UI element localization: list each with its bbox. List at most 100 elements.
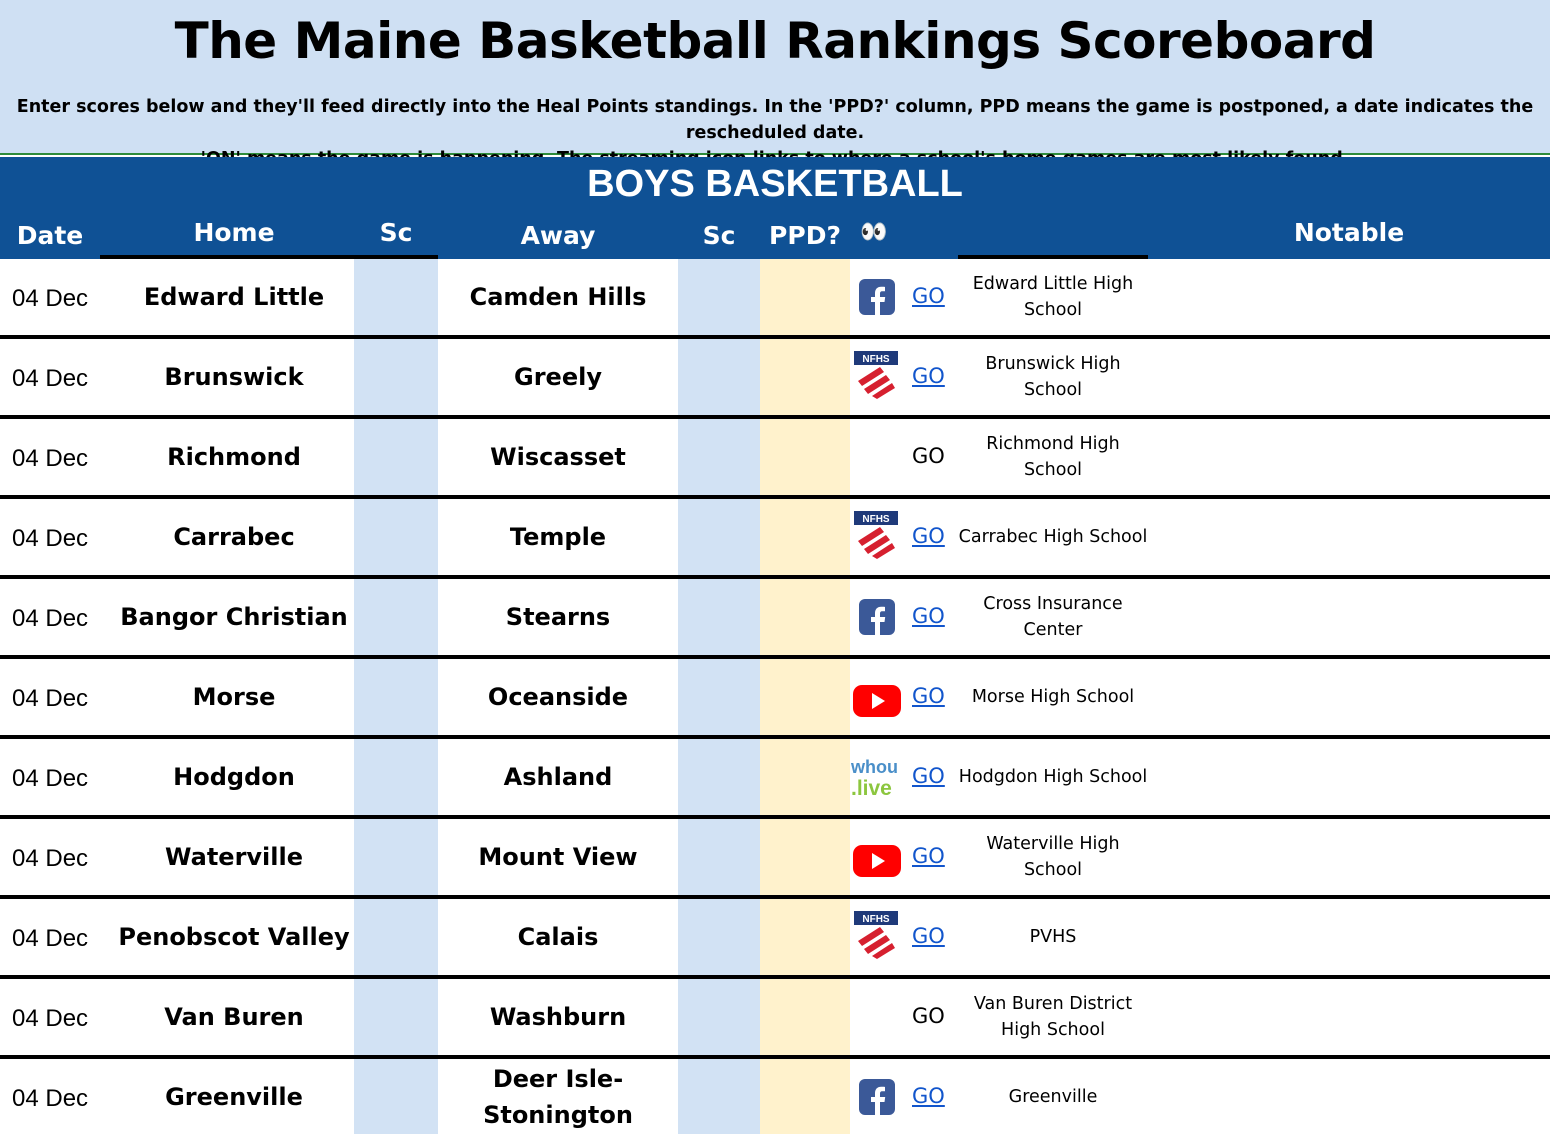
home-score-cell[interactable] [354, 499, 438, 579]
away-team: Temple [509, 523, 607, 551]
nfhs-icon[interactable]: NFHS [852, 509, 900, 563]
ppd-cell[interactable] [760, 499, 850, 579]
notable-cell[interactable] [1148, 339, 1550, 415]
ppd-cell[interactable] [760, 979, 850, 1059]
venue-name: Van Buren District High School [973, 994, 1133, 1040]
ppd-cell[interactable] [760, 339, 850, 419]
away-score-cell[interactable] [678, 739, 760, 819]
ppd-cell[interactable] [760, 579, 850, 659]
stream-go-link[interactable]: GO [912, 924, 945, 948]
home-score-cell[interactable] [354, 659, 438, 739]
stream-go-link[interactable]: GO [912, 844, 945, 868]
stream-go-link[interactable]: GO [912, 684, 945, 708]
stream-go-link[interactable]: GO [912, 604, 945, 628]
column-header-away-score[interactable]: Sc [702, 221, 736, 250]
notable-cell[interactable] [1148, 259, 1550, 335]
stream-go-link[interactable]: GO [912, 444, 945, 468]
stream-go-link[interactable]: GO [912, 524, 945, 548]
home-score-cell[interactable] [354, 979, 438, 1059]
away-score-cell[interactable] [678, 499, 760, 579]
home-score-cell[interactable] [354, 419, 438, 499]
game-date: 04 Dec [12, 365, 89, 392]
home-score-cell[interactable] [354, 739, 438, 819]
home-score-cell[interactable] [354, 899, 438, 979]
away-score-cell[interactable] [678, 979, 760, 1059]
svg-text:.live: .live [851, 777, 892, 799]
column-header-home[interactable]: Home [193, 218, 275, 247]
ppd-cell[interactable] [760, 739, 850, 819]
notable-cell[interactable] [1148, 899, 1550, 975]
row-divider [0, 335, 1550, 339]
youtube-icon[interactable] [853, 837, 901, 885]
ppd-cell[interactable] [760, 259, 850, 339]
notable-cell[interactable] [1148, 499, 1550, 575]
away-team: Calais [517, 923, 599, 951]
venue-name: Richmond High School [986, 434, 1120, 480]
ppd-cell[interactable] [760, 419, 850, 499]
page-header: The Maine Basketball Rankings Scoreboard… [0, 0, 1550, 169]
facebook-icon[interactable] [853, 593, 901, 641]
game-date: 04 Dec [12, 445, 89, 472]
notable-cell[interactable] [1148, 419, 1550, 495]
away-score-cell[interactable] [678, 899, 760, 979]
stream-go-link[interactable]: GO [912, 1084, 945, 1108]
home-score-cell[interactable] [354, 1059, 438, 1134]
svg-text:NFHS: NFHS [862, 354, 890, 365]
column-header-notable[interactable]: Notable [1293, 218, 1405, 247]
svg-text:whou: whou [851, 757, 898, 777]
notable-cell[interactable] [1148, 979, 1550, 1055]
ppd-cell[interactable] [760, 1059, 850, 1134]
table-row: 04 Dec Greenville Deer Isle-Stonington GO G… [0, 1059, 1550, 1134]
whoulive-icon[interactable]: whou .live [850, 755, 903, 803]
away-score-cell[interactable] [678, 819, 760, 899]
home-team: Brunswick [164, 363, 304, 391]
home-team: Morse [192, 683, 276, 711]
facebook-icon[interactable] [853, 1073, 901, 1121]
page-title: The Maine Basketball Rankings Scoreboard [174, 12, 1376, 70]
away-score-cell[interactable] [678, 259, 760, 339]
home-team: Greenville [165, 1083, 303, 1111]
svg-text:NFHS: NFHS [862, 914, 890, 925]
notable-cell[interactable] [1148, 1059, 1550, 1134]
table-row: 04 Dec Morse Oceanside GO Morse High School [0, 659, 1550, 739]
stream-go-link[interactable]: GO [912, 284, 945, 308]
away-score-cell[interactable] [678, 579, 760, 659]
stream-go-link[interactable]: GO [912, 364, 945, 388]
column-header-away[interactable]: Away [520, 221, 596, 250]
column-header-ppd[interactable]: PPD? [769, 221, 841, 250]
home-score-cell[interactable] [354, 819, 438, 899]
facebook-icon[interactable] [853, 273, 901, 321]
ppd-cell[interactable] [760, 899, 850, 979]
notable-cell[interactable] [1148, 819, 1550, 895]
table-row: 04 Dec Bangor Christian Stearns GO Cross In… [0, 579, 1550, 659]
column-header-date[interactable]: Date [16, 221, 84, 250]
notable-cell[interactable] [1148, 739, 1550, 815]
row-divider [0, 495, 1550, 499]
nfhs-icon[interactable]: NFHS [852, 349, 900, 403]
ppd-cell[interactable] [760, 819, 850, 899]
home-score-cell[interactable] [354, 339, 438, 419]
stream-go-link[interactable]: GO [912, 1004, 945, 1028]
ppd-cell[interactable] [760, 659, 850, 739]
stream-go-link[interactable]: GO [912, 764, 945, 788]
home-team: Richmond [167, 443, 301, 471]
row-divider [0, 575, 1550, 579]
away-score-cell[interactable] [678, 1059, 760, 1134]
table-row: 04 Dec Edward Little Camden Hills GO Edward… [0, 259, 1550, 339]
home-score-cell[interactable] [354, 579, 438, 659]
youtube-icon[interactable] [853, 677, 901, 725]
notable-cell[interactable] [1148, 659, 1550, 735]
venue-name: Carrabec High School [958, 527, 1148, 547]
notable-cell[interactable] [1148, 579, 1550, 655]
home-score-cell[interactable] [354, 259, 438, 339]
home-team: Hodgdon [173, 763, 295, 791]
away-score-cell[interactable] [678, 339, 760, 419]
away-team: Deer Isle-Stonington [483, 1065, 633, 1129]
away-score-cell[interactable] [678, 419, 760, 499]
nfhs-icon[interactable]: NFHS [852, 909, 900, 963]
column-header-stream-eyes-icon[interactable]: 👀 [860, 220, 888, 245]
column-header-home-score[interactable]: Sc [379, 218, 413, 247]
away-score-cell[interactable] [678, 659, 760, 739]
venue-name: Waterville High School [986, 834, 1120, 880]
row-divider [0, 895, 1550, 899]
